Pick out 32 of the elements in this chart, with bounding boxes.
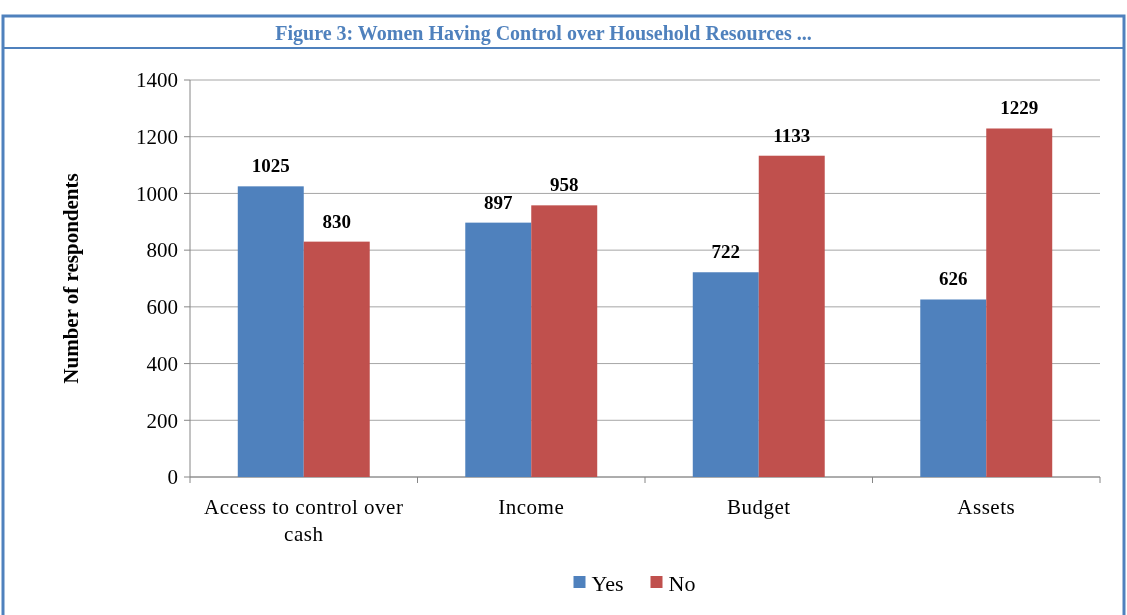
y-tick-label: 1400 xyxy=(136,68,178,93)
data-label: 626 xyxy=(939,268,968,290)
y-axis-title: Number of respondents xyxy=(59,173,83,384)
data-label: 897 xyxy=(484,191,514,213)
bar xyxy=(920,299,987,477)
data-label: 958 xyxy=(549,174,579,196)
y-tick-label: 600 xyxy=(146,295,178,320)
bar xyxy=(237,186,304,477)
data-label: 722 xyxy=(711,241,741,263)
x-tick-label: Access to control over cash xyxy=(204,495,404,546)
x-tick-label: Budget xyxy=(726,495,791,519)
bar xyxy=(692,272,759,477)
y-tick-label: 200 xyxy=(146,408,178,433)
bar xyxy=(986,128,1053,477)
bar xyxy=(531,205,598,477)
x-tick-label: Assets xyxy=(957,495,1016,519)
y-tick-label: 800 xyxy=(146,238,178,263)
y-tick-label: 400 xyxy=(146,351,178,376)
y-tick-label: 1000 xyxy=(136,181,178,206)
chart-title: Figure 3: Women Having Control over Household Resources ... xyxy=(275,22,812,45)
bar xyxy=(465,222,532,477)
y-tick-label: 0 xyxy=(167,465,178,490)
bar xyxy=(303,241,370,477)
x-tick-label: Income xyxy=(498,495,565,519)
legend-label: No xyxy=(668,570,696,596)
y-tick-label: 1200 xyxy=(136,125,178,150)
bar xyxy=(758,155,825,477)
legend-label: Yes xyxy=(591,570,624,596)
data-label: 1025 xyxy=(251,155,290,177)
data-label: 830 xyxy=(322,210,351,232)
data-label: 1133 xyxy=(773,124,811,146)
data-label: 1229 xyxy=(1000,97,1039,119)
